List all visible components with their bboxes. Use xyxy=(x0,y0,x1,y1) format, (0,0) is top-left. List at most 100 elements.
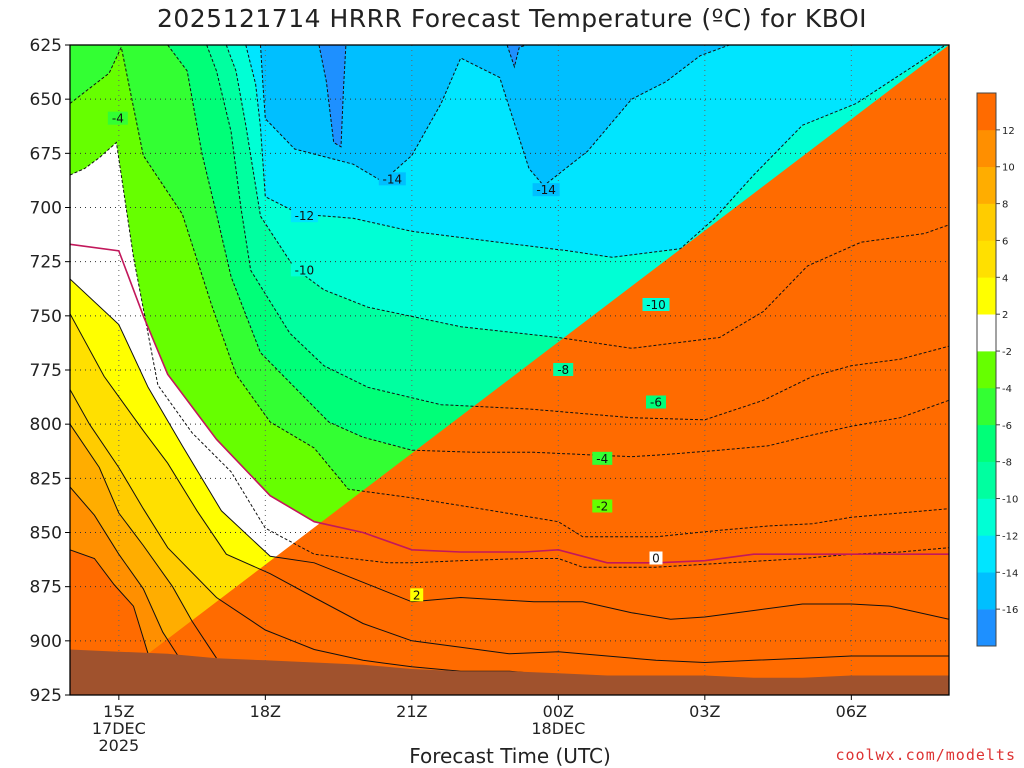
colorbar-swatch xyxy=(977,424,996,462)
contour-label: -2 xyxy=(596,500,608,514)
contour-label-bg xyxy=(410,588,424,602)
isotherm--12 xyxy=(245,45,947,258)
contour-label-bg xyxy=(290,263,318,277)
colorbar-frame xyxy=(976,92,997,647)
y-tick-label: 925 xyxy=(30,686,62,706)
colorbar-swatch xyxy=(977,535,996,573)
colorbar-label: -4 xyxy=(1002,384,1012,395)
colorbar-label: -2 xyxy=(1002,347,1012,358)
y-tick-label: 900 xyxy=(30,632,62,652)
colorbar: -16 -14 -12 -10 -8 -6 -4 -2 2 4 6 8 10 12 xyxy=(976,92,1018,647)
isotherm--6 xyxy=(167,45,949,458)
contour-label: -14 xyxy=(382,172,402,186)
colorbar-label: 10 xyxy=(1002,163,1015,174)
isotherm-4 xyxy=(70,313,949,664)
colorbar-label: 6 xyxy=(1002,236,1008,247)
contour-label-bg xyxy=(646,395,666,409)
colorbar-label: -10 xyxy=(1002,495,1018,506)
y-tick-label: 650 xyxy=(30,90,62,110)
contour-label: -12 xyxy=(295,209,315,223)
x-tick-label: 15Z xyxy=(103,702,134,721)
contour-label: 0 xyxy=(652,552,660,566)
x-tick-label: 06Z xyxy=(836,702,867,721)
colorbar-label: 2 xyxy=(1002,310,1008,321)
contour-labels: -4 -14 -14 -12 -10 -10 -8 -6 -4 -2 0 2 xyxy=(107,111,670,602)
y-tick-label: 875 xyxy=(30,578,62,598)
chart-title: 2025121714 HRRR Forecast Temperature (ºC… xyxy=(156,4,868,33)
isotherm-0 xyxy=(70,243,949,564)
colorbar-swatch xyxy=(977,129,996,168)
isotherm-2 xyxy=(70,278,949,620)
y-tick-label: 850 xyxy=(30,524,62,544)
isotherm--16 xyxy=(506,45,527,69)
contour-label-bg xyxy=(553,363,574,376)
temperature-fills xyxy=(70,45,949,695)
colorbar-label: -8 xyxy=(1002,458,1012,469)
colorbar-swatch xyxy=(977,387,996,426)
isotherm-12 xyxy=(70,549,149,654)
contour-label-bg xyxy=(592,451,613,465)
band--16 xyxy=(507,45,527,67)
colorbar-label: -12 xyxy=(1002,531,1018,542)
y-tick-label: 825 xyxy=(30,469,62,489)
y-tick-label: 675 xyxy=(30,144,62,164)
watermark: coolwx.com/modelts xyxy=(835,746,1016,764)
contour-label-bg xyxy=(532,183,560,197)
band-12 xyxy=(70,45,949,695)
terrain xyxy=(70,649,949,695)
contour-label: -6 xyxy=(650,396,662,410)
colorbar-swatch xyxy=(977,609,996,647)
x-tick-label: 03Z xyxy=(689,702,720,721)
colorbar-swatch xyxy=(977,498,996,536)
colorbar-swatch xyxy=(977,314,996,352)
y-tick-label: 725 xyxy=(30,253,62,273)
contour-label: -10 xyxy=(646,298,666,312)
colorbar-label: -14 xyxy=(1002,568,1018,579)
colorbar-swatch xyxy=(977,166,996,204)
terrain-fill xyxy=(70,649,949,695)
colorbar-swatch xyxy=(977,203,996,241)
isotherm-10 xyxy=(70,486,183,663)
x-axis-label: Forecast Time (UTC) xyxy=(409,744,611,768)
isotherm--14 xyxy=(260,45,730,187)
colorbar-swatch xyxy=(977,351,996,389)
contour-label: -10 xyxy=(295,263,315,277)
x-tick-label: 00Z xyxy=(543,702,574,721)
contour-label-bg xyxy=(649,551,663,565)
contour-label-bg xyxy=(290,209,318,223)
y-tick-label: 800 xyxy=(30,415,62,435)
y-tick-label: 625 xyxy=(30,36,62,56)
y-axis: 625 650 675 700 725 750 775 800 825 850 875 900 925 xyxy=(30,36,70,706)
x-tick-label: 18Z xyxy=(250,702,281,721)
colorbar-label: 8 xyxy=(1002,200,1008,211)
y-tick-label: 700 xyxy=(30,199,62,219)
contour-label-bg xyxy=(642,298,670,311)
colorbar-swatch xyxy=(977,240,996,278)
x-tick-label: 17DEC xyxy=(92,719,146,738)
contour-label: -8 xyxy=(557,363,569,377)
colorbar-label: 12 xyxy=(1002,126,1015,137)
y-tick-label: 750 xyxy=(30,307,62,327)
contour-label: -4 xyxy=(112,112,124,126)
y-tick-label: 775 xyxy=(30,361,62,381)
colorbar-swatch xyxy=(977,277,996,315)
colorbar-swatch xyxy=(977,572,996,610)
contour-label-bg xyxy=(107,111,128,125)
band--16 xyxy=(319,45,346,147)
colorbar-label: 4 xyxy=(1002,273,1008,284)
colorbar-label: -16 xyxy=(1002,605,1018,616)
isotherm-8 xyxy=(70,423,217,659)
isotherm--4 xyxy=(70,45,949,538)
isotherm--16 xyxy=(318,45,347,148)
isotherm--8 xyxy=(206,45,949,421)
isotherm--2 xyxy=(70,141,949,568)
x-tick-label: 21Z xyxy=(396,702,427,721)
contour-label: 2 xyxy=(413,588,421,602)
contour-label: -14 xyxy=(536,183,556,197)
colorbar-swatch xyxy=(977,461,996,499)
contour-label-bg xyxy=(378,172,406,186)
x-tick-label: 18DEC xyxy=(531,719,585,738)
contour-label-bg xyxy=(592,499,613,513)
